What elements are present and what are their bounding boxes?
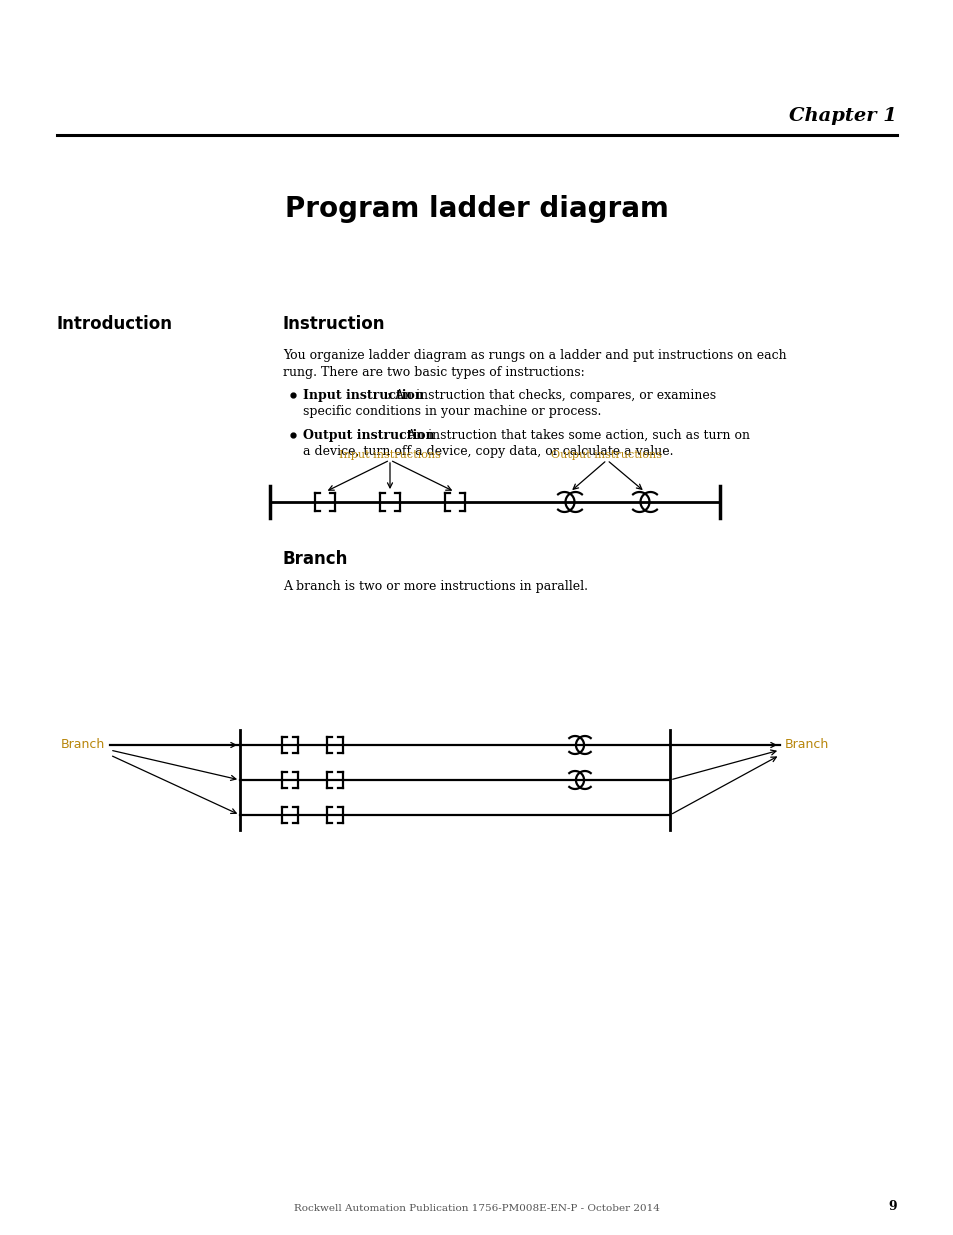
Text: rung. There are two basic types of instructions:: rung. There are two basic types of instr…	[283, 366, 584, 379]
Text: Branch: Branch	[61, 739, 105, 752]
Text: A branch is two or more instructions in parallel.: A branch is two or more instructions in …	[283, 580, 587, 593]
Text: 9: 9	[887, 1200, 896, 1213]
Text: You organize ladder diagram as rungs on a ladder and put instructions on each: You organize ladder diagram as rungs on …	[283, 350, 786, 362]
Text: a device, turn off a device, copy data, or calculate a value.: a device, turn off a device, copy data, …	[303, 446, 673, 458]
Text: Chapter 1: Chapter 1	[788, 107, 896, 125]
Text: Introduction: Introduction	[57, 315, 172, 333]
Text: : An instruction that checks, compares, or examines: : An instruction that checks, compares, …	[387, 389, 716, 401]
Text: Branch: Branch	[784, 739, 828, 752]
Text: Input instructions: Input instructions	[338, 450, 440, 459]
Text: Output instruction: Output instruction	[303, 429, 435, 441]
Text: Branch: Branch	[283, 550, 348, 568]
Text: Input instruction: Input instruction	[303, 389, 423, 401]
Text: Output instructions: Output instructions	[551, 450, 661, 459]
Text: specific conditions in your machine or process.: specific conditions in your machine or p…	[303, 405, 600, 419]
Text: Program ladder diagram: Program ladder diagram	[285, 195, 668, 224]
Text: : An instruction that takes some action, such as turn on: : An instruction that takes some action,…	[398, 429, 749, 441]
Text: Rockwell Automation Publication 1756-PM008E-EN-P - October 2014: Rockwell Automation Publication 1756-PM0…	[294, 1204, 659, 1213]
Text: Instruction: Instruction	[283, 315, 385, 333]
